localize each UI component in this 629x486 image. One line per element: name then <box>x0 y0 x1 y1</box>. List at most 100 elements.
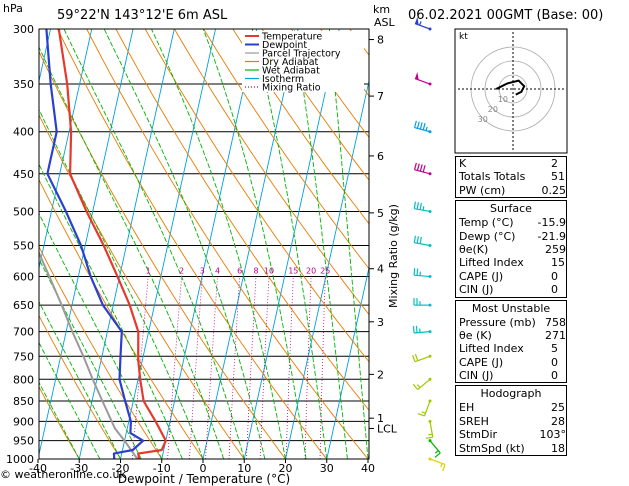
indices-panel: K 2 Totals Totals 51 PW (cm) 0.25 Surface Tem… <box>455 156 567 458</box>
surface-label: Dewp (°C) <box>459 229 516 243</box>
hodograph-index-label: StmSpd (kt) <box>459 441 525 455</box>
wind-barb-staff <box>429 458 446 466</box>
dry-adiabat-line <box>261 29 369 181</box>
hodograph-trace <box>495 79 526 96</box>
mixing-ratio-label: 8 <box>253 267 258 276</box>
surface-value: 0 <box>551 283 558 297</box>
x-tick-label: 40 <box>361 462 375 475</box>
wind-barb-staff <box>429 440 441 454</box>
legend-entry: Isotherm <box>262 74 304 85</box>
most-unstable-label: θe (K) <box>459 328 492 342</box>
isotherm-line <box>243 29 340 459</box>
index-row: Totals Totals 51 <box>456 170 566 183</box>
wet-adiabat-line <box>63 29 245 459</box>
wind-barb-staff <box>414 78 431 85</box>
dry-adiabat-line <box>144 29 369 363</box>
dry-adiabat-line <box>39 178 204 459</box>
pressure-label: 350 <box>13 78 34 91</box>
mixing-ratio-label: 2 <box>179 267 184 276</box>
wind-barb-feather <box>413 268 416 276</box>
mixing-ratio-label: 6 <box>237 267 242 276</box>
hodograph-index-value: 25 <box>551 401 565 415</box>
x-tick-label: 20 <box>279 462 293 475</box>
wind-barb-feather <box>412 354 416 362</box>
dry-adiabat-line <box>86 29 369 459</box>
wind-barb-feather <box>416 236 420 244</box>
pressure-label: 800 <box>13 373 34 386</box>
wind-barb-feather <box>419 164 423 172</box>
legend-background <box>242 31 364 92</box>
surface-row: θe(K) 259 <box>456 243 566 256</box>
surface-value: 0 <box>551 269 558 283</box>
mixing-ratio-line <box>285 276 294 459</box>
wind-barb-staff <box>414 22 431 30</box>
index-value: 0.25 <box>541 183 567 197</box>
isotherm-line <box>285 78 369 459</box>
x-tick-label: -30 <box>70 462 88 475</box>
wind-barb-base <box>428 172 432 176</box>
most-unstable-row: Pressure (mb) 758 <box>456 316 566 329</box>
surface-row: Temp (°C) -15.9 <box>456 216 566 229</box>
surface-row: CAPE (J) 0 <box>456 270 566 283</box>
wind-barb-feather <box>422 123 426 131</box>
plot-frame <box>38 28 370 460</box>
pressure-label: 750 <box>13 350 34 363</box>
hodograph-index-label: StmDir <box>459 428 498 442</box>
wind-barb-feather <box>413 120 417 128</box>
wind-barb-staff <box>414 274 431 278</box>
mixing-ratio-line <box>205 276 218 459</box>
dry-adiabat-line <box>39 386 80 459</box>
location-title: 59°22'N 143°12'E 6m ASL <box>57 8 228 23</box>
km-tick-label: 2 <box>377 368 384 381</box>
km-tick-label: 1 <box>377 412 384 425</box>
wind-barb-base <box>428 377 432 381</box>
hodograph-index-row: StmSpd (kt) 18 <box>456 442 566 455</box>
wet-adiabat-line <box>103 29 266 459</box>
wet-adiabat-line <box>251 29 328 459</box>
legend-entry: Parcel Trajectory <box>262 49 341 60</box>
km-tick-label: 4 <box>377 263 384 276</box>
isotherm-line <box>326 265 369 459</box>
x-tick-label: 30 <box>320 462 334 475</box>
index-label: K <box>459 157 467 170</box>
isotherm-line <box>202 29 299 459</box>
wind-barb-half-feather <box>422 206 425 211</box>
dewpoint-line <box>45 29 145 459</box>
pressure-label: 1000 <box>6 453 34 466</box>
hodograph-index-row: EH 25 <box>456 401 566 414</box>
isotherm-line <box>39 29 134 457</box>
dry-adiabat-line <box>115 29 369 411</box>
mixing-ratio-line <box>259 276 270 459</box>
wind-barb-base <box>428 275 432 279</box>
wind-barb-half-feather <box>421 411 426 414</box>
wind-barb-feather <box>434 452 441 458</box>
copyright: © weatheronline.co.uk <box>0 468 126 481</box>
hodograph-index-row: SREH 28 <box>456 415 566 428</box>
index-label: PW (cm) <box>459 183 506 197</box>
pressure-label: 950 <box>13 435 34 448</box>
wind-barb-feather <box>413 235 417 243</box>
most-unstable-title: Most Unstable <box>471 301 551 315</box>
wind-barb-staff <box>414 242 431 247</box>
wind-barb-feather <box>413 162 417 170</box>
wind-barb-base <box>428 130 432 134</box>
most-unstable-value: 271 <box>545 328 566 342</box>
hodograph-indices-box: Hodograph EH 25 SREH 28 StmDir 103° StmSpd (kt… <box>455 385 567 457</box>
hodograph-indices-title: Hodograph <box>480 387 542 401</box>
mixing-ratio-line <box>304 276 312 459</box>
pressure-label: 450 <box>13 168 34 181</box>
surface-label: CIN (J) <box>459 283 494 297</box>
wind-barb-base <box>428 209 432 213</box>
wet-adiabat-line <box>39 300 121 459</box>
index-value: 51 <box>551 170 565 184</box>
most-unstable-row: CAPE (J) 0 <box>456 356 566 369</box>
wind-barb-half-feather <box>419 21 422 26</box>
wind-barb-base <box>428 330 432 334</box>
wind-barb-flag <box>414 72 419 80</box>
x-tick-label: -10 <box>153 462 171 475</box>
legend-entry: Dewpoint <box>262 40 307 51</box>
hodograph-index-value: 28 <box>551 414 565 428</box>
